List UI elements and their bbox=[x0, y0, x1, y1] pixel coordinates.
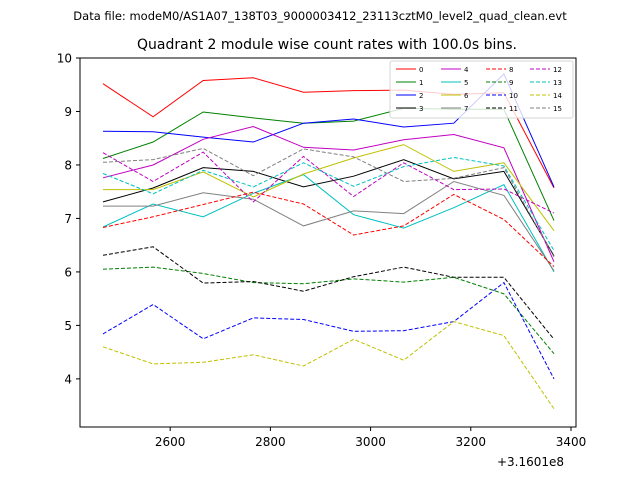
legend-label-12: 12 bbox=[553, 66, 562, 74]
chart-suptitle: Data file: modeM0/AS1A07_138T03_90000034… bbox=[73, 9, 567, 23]
series-line-10 bbox=[102, 281, 555, 380]
chart-title: Quadrant 2 module wise count rates with … bbox=[137, 37, 517, 53]
x-tick-label: 3400 bbox=[556, 435, 587, 449]
legend-label-14: 14 bbox=[553, 92, 562, 100]
series-line-13 bbox=[102, 156, 555, 251]
axes-frame bbox=[79, 57, 577, 428]
legend-label-9: 9 bbox=[509, 79, 513, 87]
legend-label-2: 2 bbox=[419, 92, 423, 100]
legend-frame bbox=[389, 60, 574, 119]
legend-label-15: 15 bbox=[553, 105, 562, 113]
series-line-12 bbox=[102, 151, 555, 214]
legend-label-10: 10 bbox=[509, 92, 518, 100]
y-tick-label: 9 bbox=[64, 105, 72, 119]
legend-label-5: 5 bbox=[464, 79, 468, 87]
y-tick-label: 7 bbox=[64, 212, 72, 226]
series-line-14 bbox=[102, 321, 555, 410]
series-line-9 bbox=[102, 266, 555, 355]
legend-label-6: 6 bbox=[464, 92, 469, 100]
series-line-7 bbox=[103, 180, 555, 272]
y-axis: 4 5 6 7 8 9 10 bbox=[57, 52, 80, 386]
legend-label-13: 13 bbox=[553, 79, 562, 87]
legend-label-1: 1 bbox=[419, 79, 423, 87]
series-line-3 bbox=[102, 159, 555, 257]
series-line-4 bbox=[102, 125, 555, 263]
series-line-15 bbox=[102, 147, 555, 258]
series-line-11 bbox=[102, 246, 555, 340]
x-axis: 2600 2800 3000 3200 3400 bbox=[155, 427, 586, 449]
series-line-8 bbox=[102, 191, 555, 267]
x-tick-label: 3200 bbox=[456, 435, 487, 449]
y-tick-label: 10 bbox=[57, 52, 72, 66]
y-tick-label: 6 bbox=[64, 265, 72, 279]
legend-label-11: 11 bbox=[509, 105, 518, 113]
legend-label-7: 7 bbox=[464, 105, 468, 113]
series-line-6 bbox=[103, 144, 555, 231]
y-tick-label: 4 bbox=[64, 372, 72, 386]
y-tick-label: 8 bbox=[64, 158, 72, 172]
x-axis-offset-label: +3.1601e8 bbox=[497, 455, 564, 469]
x-tick-label: 2800 bbox=[255, 435, 286, 449]
y-tick-label: 5 bbox=[64, 319, 72, 333]
legend-label-4: 4 bbox=[464, 66, 469, 74]
series-line-5 bbox=[102, 174, 555, 273]
legend-label-3: 3 bbox=[419, 105, 423, 113]
x-tick-label: 2600 bbox=[155, 435, 186, 449]
legend-label-8: 8 bbox=[509, 66, 513, 74]
x-tick-label: 3000 bbox=[355, 435, 386, 449]
legend-label-0: 0 bbox=[419, 66, 423, 74]
